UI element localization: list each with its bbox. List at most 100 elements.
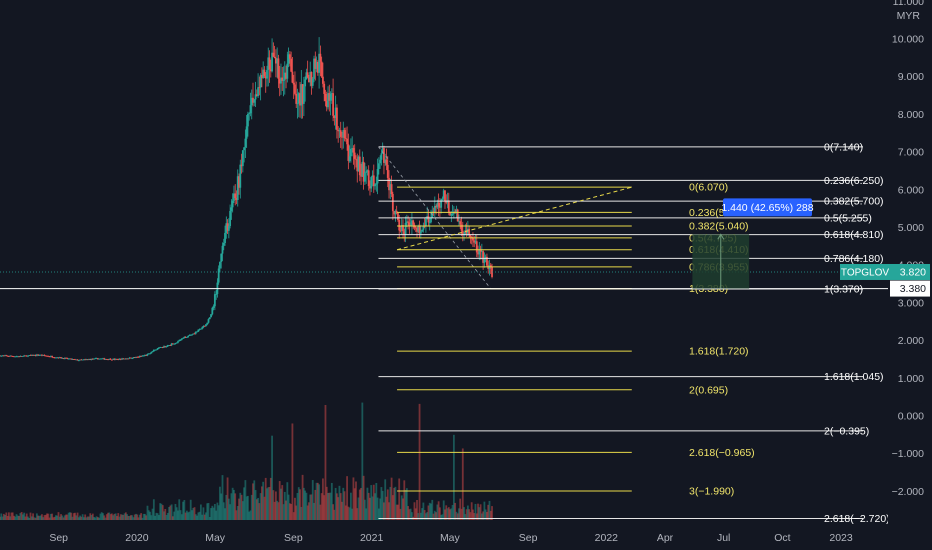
candle-body-47: [58, 357, 61, 359]
volume-bar-62: [77, 517, 80, 520]
candle-body-21: [25, 355, 28, 357]
volume-bar-115: [145, 515, 148, 520]
candle-body-59: [74, 359, 76, 361]
candle-body-71: [89, 359, 92, 361]
candle-body-309: [391, 194, 394, 212]
volume-bar-353: [447, 507, 450, 520]
volume-bar-215: [272, 490, 275, 520]
candle-body-343: [435, 206, 437, 208]
candle-body-224: [283, 72, 286, 80]
candle-body-39: [48, 356, 51, 358]
volume-bar-86: [108, 512, 111, 520]
volume-bar-343: [435, 512, 437, 520]
volume-bar-382: [484, 509, 487, 520]
time-tick-5: May: [440, 532, 461, 544]
volume-bar-174: [220, 493, 223, 520]
volume-bar-334: [423, 510, 426, 520]
candle-body-136: [172, 343, 174, 345]
volume-bar-97: [122, 514, 125, 520]
volume-bar-171: [216, 502, 219, 520]
volume-bar-118: [149, 511, 151, 520]
candle-body-66: [83, 359, 85, 361]
candle-body-242: [306, 72, 309, 78]
candle-body-204: [258, 87, 261, 89]
currency-label: MYR: [897, 10, 921, 22]
volume-bar-110: [138, 514, 141, 520]
candle-body-311: [394, 210, 397, 215]
candle-body-175: [221, 245, 224, 254]
volume-bar-278: [352, 477, 355, 520]
candle-body-286: [362, 161, 365, 182]
volume-bar-380: [482, 511, 485, 520]
candle-body-236: [299, 93, 301, 106]
time-axis[interactable]: Sep 2020 May Sep 2021 May Sep 2022 Apr Jul Oct 2023: [0, 527, 932, 550]
volume-bar-284: [360, 487, 362, 520]
candle-body-45: [56, 357, 59, 359]
volume-bar-268: [339, 493, 342, 520]
volume-bar-376: [477, 503, 479, 520]
volume-bar-18: [21, 514, 24, 520]
candle-body-29: [35, 354, 38, 356]
price-tick-11: 0.000: [898, 411, 924, 423]
volume-bar-45: [56, 515, 59, 520]
volume-bar-199: [252, 483, 254, 520]
volume-bar-64: [80, 516, 83, 520]
price-tick-12: −1.000: [892, 448, 925, 460]
candle-body-96: [121, 358, 123, 360]
volume-bar-242: [306, 505, 309, 520]
candle-body-222: [281, 77, 284, 81]
volume-bar-228: [288, 503, 291, 520]
candle-body-131: [165, 346, 168, 348]
candle-body-270: [342, 130, 345, 138]
candle-body-354: [449, 212, 451, 216]
volume-bar-187: [236, 505, 239, 520]
fib-yellow-label-8: 2(0.695): [689, 384, 728, 396]
volume-bar-65: [81, 514, 84, 520]
candle-body-359: [455, 209, 458, 213]
candle-body-33: [41, 354, 43, 356]
volume-bar-297: [376, 497, 379, 520]
candle-body-35: [43, 354, 46, 356]
candle-body-28: [34, 355, 37, 356]
candle-body-34: [42, 354, 45, 356]
volume-bar-307: [389, 486, 392, 520]
fib-yellow-label-9: 2.618(−0.965): [689, 447, 755, 459]
volume-bar-231: [292, 512, 295, 520]
candlestick-series: [0, 37, 493, 362]
candle-body-156: [197, 329, 200, 332]
candle-body-362: [459, 221, 462, 225]
marker-price-label: 3.380: [900, 283, 926, 295]
volume-bar-289: [366, 487, 369, 520]
volume-bar-39: [48, 517, 51, 520]
volume-bar-238: [301, 474, 304, 520]
candle-body-218: [276, 58, 279, 64]
volume-bar-266: [337, 497, 340, 520]
volume-bar-16: [19, 513, 22, 520]
candle-body-52: [65, 357, 68, 359]
volume-bar-29: [35, 513, 38, 520]
volume-bar-225: [285, 500, 287, 520]
candle-body-284: [360, 175, 362, 177]
candle-body-300: [380, 153, 383, 160]
candle-body-24: [29, 355, 32, 356]
volume-bar-281: [356, 508, 359, 520]
price-tick-5: 6.000: [898, 184, 924, 196]
volume-bar-287: [363, 499, 366, 520]
fib-yellow-label-0: 0(6.070): [689, 182, 728, 194]
volume-bar-236: [299, 489, 301, 520]
candle-body-248: [314, 58, 317, 69]
volume-bar-352: [446, 508, 449, 520]
candle-body-321: [407, 221, 410, 223]
candle-body-115: [145, 355, 148, 356]
volume-bar-104: [131, 515, 134, 520]
candle-body-74: [93, 358, 95, 360]
volume-bar-371: [470, 502, 473, 520]
volume-bar-273: [346, 476, 348, 520]
volume-bar-276: [349, 492, 352, 520]
symbol-badge: [840, 263, 890, 280]
candle-body-320: [405, 221, 408, 223]
candle-body-132: [166, 345, 169, 347]
volume-bar-123: [155, 512, 158, 520]
candle-body-226: [286, 63, 289, 79]
